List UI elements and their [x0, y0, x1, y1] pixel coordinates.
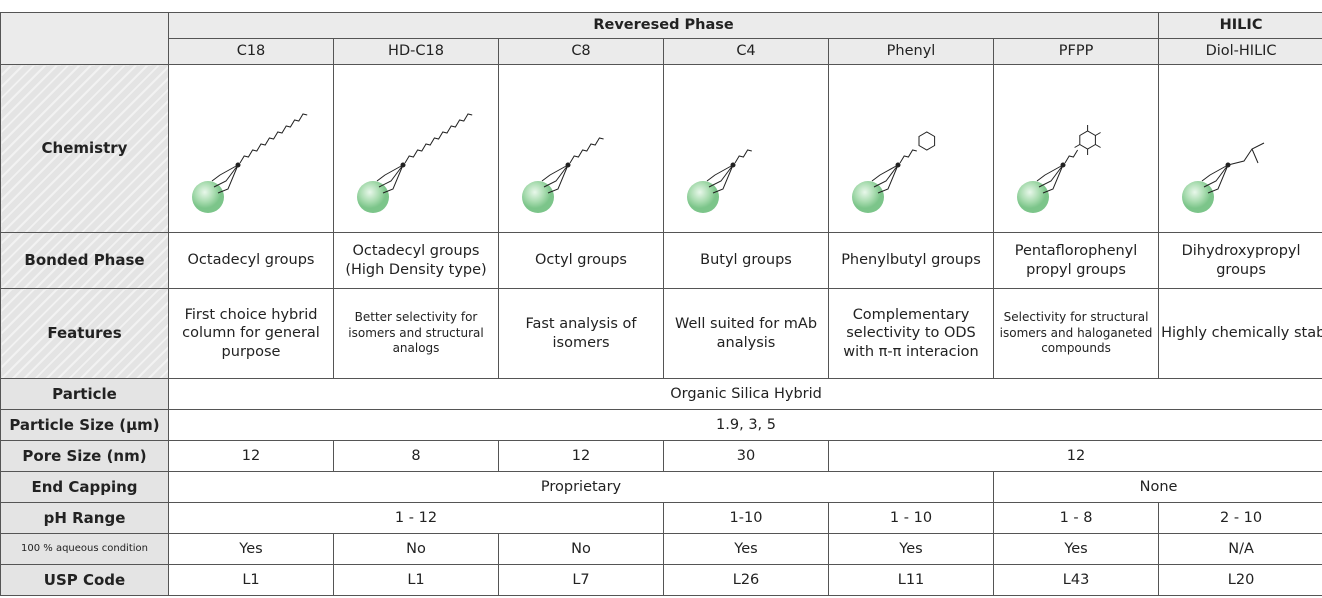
chemistry-cell [334, 65, 499, 233]
row-label: Particle [1, 379, 169, 410]
table-cell: L43 [994, 565, 1159, 596]
table-cell: Yes [829, 534, 994, 565]
table-cell: No [499, 534, 664, 565]
table-cell: Butyl groups [664, 233, 829, 289]
chemistry-cell [994, 65, 1159, 233]
row-label: Pore Size (nm) [1, 441, 169, 472]
table-cell: 1 - 10 [829, 503, 994, 534]
page: Reveresed Phase HILIC C18HD-C18C8C4Pheny… [0, 0, 1322, 598]
table-cell: Dihydroxypropyl groups [1159, 233, 1322, 289]
column-header: C18 [169, 39, 334, 65]
table-cell: No [334, 534, 499, 565]
table-cell: Highly chemically stable HILIC column [1159, 289, 1322, 379]
table-cell: Octadecyl groups [169, 233, 334, 289]
table-cell: Selectivity for structural isomers and h… [994, 289, 1159, 379]
corner-cell [1, 13, 169, 65]
chemistry-structure [506, 69, 656, 229]
table-cell: Better selectivity for isomers and struc… [334, 289, 499, 379]
table-cell: Proprietary [169, 472, 994, 503]
group-header: Reveresed Phase [169, 13, 1159, 39]
chemistry-structure [836, 69, 986, 229]
table-cell: Complementary selectivity to ODS with π-… [829, 289, 994, 379]
table-cell: Fast analysis of isomers [499, 289, 664, 379]
table-row: Chemistry [1, 65, 1322, 233]
table-cell: L7 [499, 565, 664, 596]
table-cell: None [994, 472, 1322, 503]
column-header: PFPP [994, 39, 1159, 65]
row-label: USP Code [1, 565, 169, 596]
row-label: End Capping [1, 472, 169, 503]
table-cell: L1 [334, 565, 499, 596]
chemistry-cell [829, 65, 994, 233]
row-label: Features [1, 289, 169, 379]
table-cell: L20 [1159, 565, 1322, 596]
chemistry-structure [176, 69, 326, 229]
column-header: Diol-HILIC [1159, 39, 1322, 65]
table-cell: N/A [1159, 534, 1322, 565]
table-cell: 12 [169, 441, 334, 472]
table-cell: L26 [664, 565, 829, 596]
table-cell: Well suited for mAb analysis [664, 289, 829, 379]
chemistry-cell [1159, 65, 1322, 233]
table-cell: 1 - 8 [994, 503, 1159, 534]
row-label: Chemistry [1, 65, 169, 233]
table-cell: Yes [169, 534, 334, 565]
table-cell: Yes [994, 534, 1159, 565]
table-cell: 1.9, 3, 5 [169, 410, 1322, 441]
chemistry-structure [1166, 69, 1316, 229]
table-cell: 12 [829, 441, 1322, 472]
group-header: HILIC [1159, 13, 1322, 39]
table-cell: 2 - 10 [1159, 503, 1322, 534]
table-cell: Octyl groups [499, 233, 664, 289]
table-cell: 1 - 12 [169, 503, 664, 534]
chemistry-cell [169, 65, 334, 233]
row-label: 100 % aqueous condition [1, 534, 169, 565]
table-cell: L1 [169, 565, 334, 596]
row-label: pH Range [1, 503, 169, 534]
chemistry-cell [664, 65, 829, 233]
chemistry-cell [499, 65, 664, 233]
column-header: C4 [664, 39, 829, 65]
table-cell: 30 [664, 441, 829, 472]
table-cell: 1-10 [664, 503, 829, 534]
table-cell: 12 [499, 441, 664, 472]
column-header: HD-C18 [334, 39, 499, 65]
group-header-row: Reveresed Phase HILIC [1, 13, 1322, 39]
table-cell: Octadecyl groups (High Density type) [334, 233, 499, 289]
table-cell: 8 [334, 441, 499, 472]
chemistry-structure [671, 69, 821, 229]
table-row: Particle Size (μm)1.9, 3, 5 [1, 410, 1322, 441]
table-cell: Phenylbutyl groups [829, 233, 994, 289]
chemistry-structure [1001, 69, 1151, 229]
row-label: Particle Size (μm) [1, 410, 169, 441]
table-cell: Organic Silica Hybrid [169, 379, 1322, 410]
table-cell: Pentaflorophenyl propyl groups [994, 233, 1159, 289]
chemistry-structure [341, 69, 491, 229]
column-header: C8 [499, 39, 664, 65]
table-cell: Yes [664, 534, 829, 565]
column-header: Phenyl [829, 39, 994, 65]
table-cell: First choice hybrid column for general p… [169, 289, 334, 379]
row-label: Bonded Phase [1, 233, 169, 289]
table-cell: L11 [829, 565, 994, 596]
